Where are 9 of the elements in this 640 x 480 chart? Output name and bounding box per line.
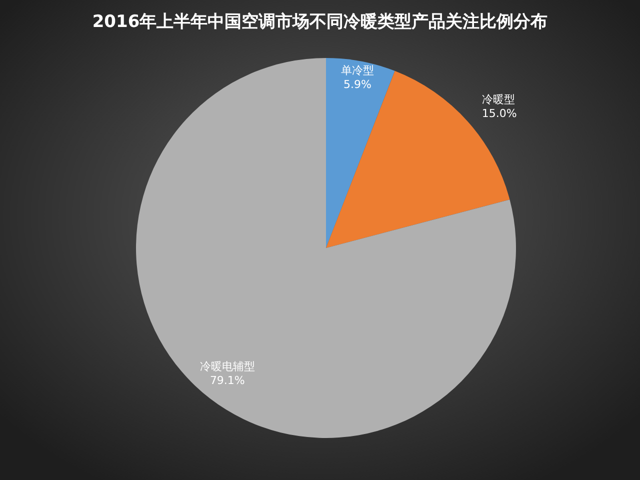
pie-slice xyxy=(326,58,395,248)
slice-label: 冷暖电辅型 xyxy=(200,360,255,373)
data-label: 5.9% xyxy=(344,78,372,91)
data-label: 79.1% xyxy=(210,374,245,387)
chart-title: 2016年上半年中国空调市场不同冷暖类型产品关注比例分布 xyxy=(92,12,548,32)
slice-label: 冷暖型 xyxy=(482,92,515,106)
data-label: 15.0% xyxy=(482,106,517,120)
slice-label: 单冷型 xyxy=(341,64,374,77)
pie-slice xyxy=(136,58,516,438)
